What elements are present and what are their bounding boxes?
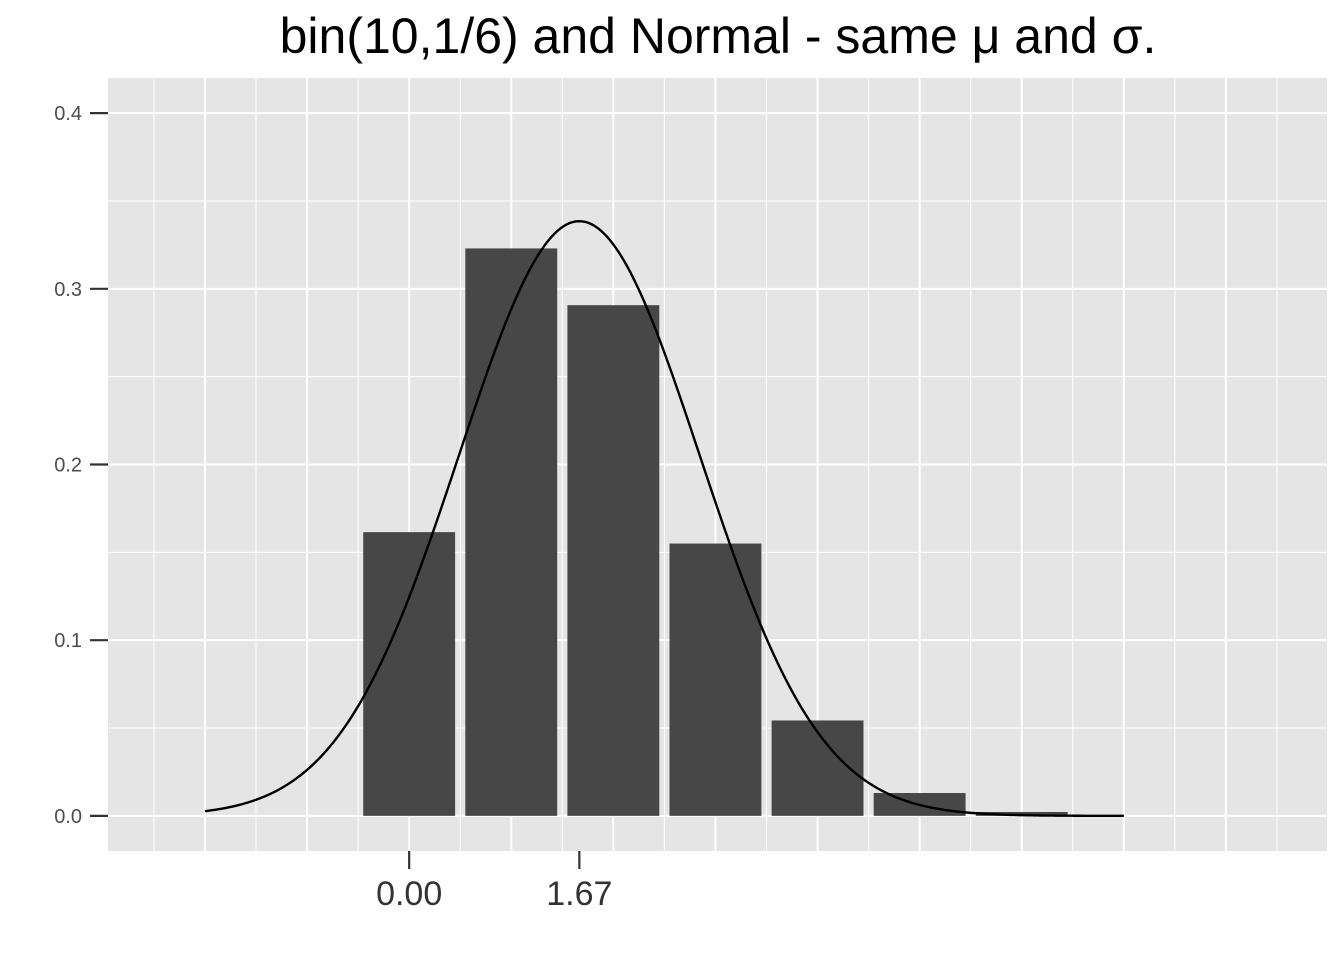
y-tick-label: 0.1 <box>54 630 82 652</box>
bars <box>363 248 1068 816</box>
y-axis: 0.0 0.1 0.2 0.3 0.4 <box>54 103 108 828</box>
y-tick-label: 0.0 <box>54 806 82 828</box>
x-tick-label: 1.67 <box>546 875 612 913</box>
chart-title: bin(10,1/6) and Normal - same μ and σ. <box>279 8 1157 64</box>
bar <box>975 811 1068 816</box>
bar <box>669 543 762 816</box>
y-tick-label: 0.4 <box>54 103 82 125</box>
x-tick-label: 0.00 <box>376 875 442 913</box>
bar <box>567 305 660 816</box>
normal-curve <box>204 219 1124 818</box>
bar <box>465 248 558 816</box>
y-tick-label: 0.2 <box>54 455 82 477</box>
y-tick-label: 0.3 <box>54 279 82 301</box>
bar <box>363 532 456 816</box>
x-axis: 0.00 1.67 <box>376 851 612 913</box>
